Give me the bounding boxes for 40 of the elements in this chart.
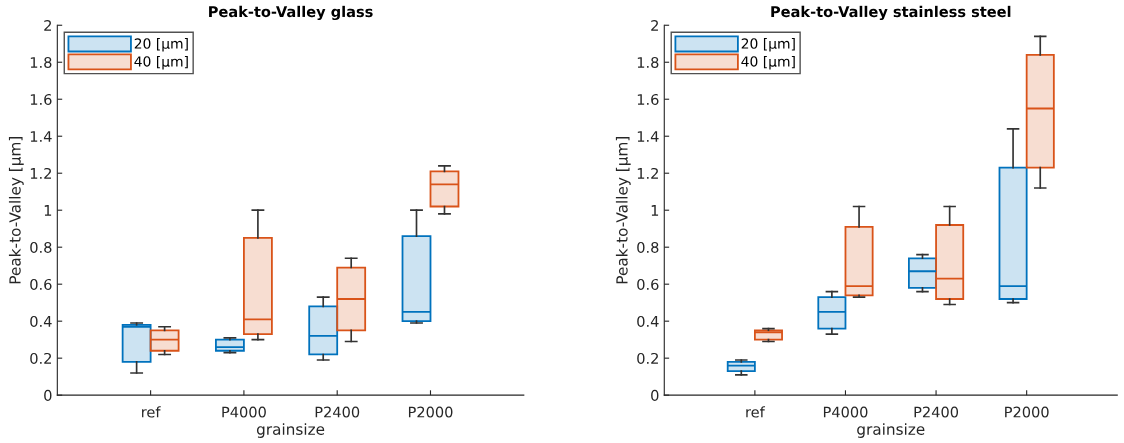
x-tick-label: P4000: [823, 406, 868, 418]
y-tick-label: 0.6: [30, 278, 52, 290]
y-tick-label: 1.2: [637, 167, 658, 179]
x-tick-label: ref: [142, 406, 161, 418]
y-tick-label: 0.4: [30, 315, 52, 327]
y-axis-title: Peak-to-Valley [μm]: [8, 137, 24, 284]
legend-label: 20 [μm]: [741, 38, 795, 52]
x-tick-label: P2000: [408, 406, 453, 418]
legend-label: 40 [μm]: [134, 55, 188, 70]
y-tick-label: 0: [651, 389, 659, 401]
y-tick-label: 1.2: [30, 167, 51, 179]
y-tick-label: 1.6: [637, 93, 659, 105]
y-tick-label: 0: [44, 389, 52, 401]
y-tick-label: 0.4: [637, 315, 659, 327]
x-axis-title: grainsize: [857, 423, 925, 438]
y-tick-label: 0.2: [637, 352, 658, 364]
x-tick-label: ref: [746, 406, 766, 418]
y-tick-label: 0.6: [637, 278, 659, 290]
legend-label: 20 [μm]: [134, 38, 188, 52]
y-tick-label: 0.8: [637, 241, 659, 253]
y-tick-label: 1.4: [30, 131, 52, 142]
y-tick-label: 1.4: [637, 131, 659, 142]
x-tick-label: P2400: [914, 406, 959, 418]
y-tick-label: 1.8: [30, 56, 52, 68]
chart-title: Peak-to-Valley stainless steel: [771, 5, 1011, 21]
y-tick-label: 1.6: [30, 93, 52, 105]
y-tick-label: 0.2: [30, 352, 51, 364]
y-tick-label: 1: [44, 205, 52, 216]
y-tick-label: 2: [44, 19, 51, 31]
y-tick-label: 2: [651, 19, 658, 31]
x-axis-title: grainsize: [256, 423, 325, 438]
y-tick-label: 0.8: [30, 241, 52, 253]
y-tick-label: 1.8: [637, 56, 659, 68]
x-tick-label: P2400: [315, 406, 360, 418]
y-tick-label: 1: [651, 205, 659, 216]
x-tick-label: P4000: [222, 406, 266, 418]
legend-label: 40 [μm]: [741, 55, 795, 70]
chart-title: Peak-to-Valley glass: [209, 5, 373, 21]
y-axis-title: Peak-to-Valley [μm]: [615, 137, 631, 284]
x-tick-label: P2000: [1005, 406, 1049, 418]
